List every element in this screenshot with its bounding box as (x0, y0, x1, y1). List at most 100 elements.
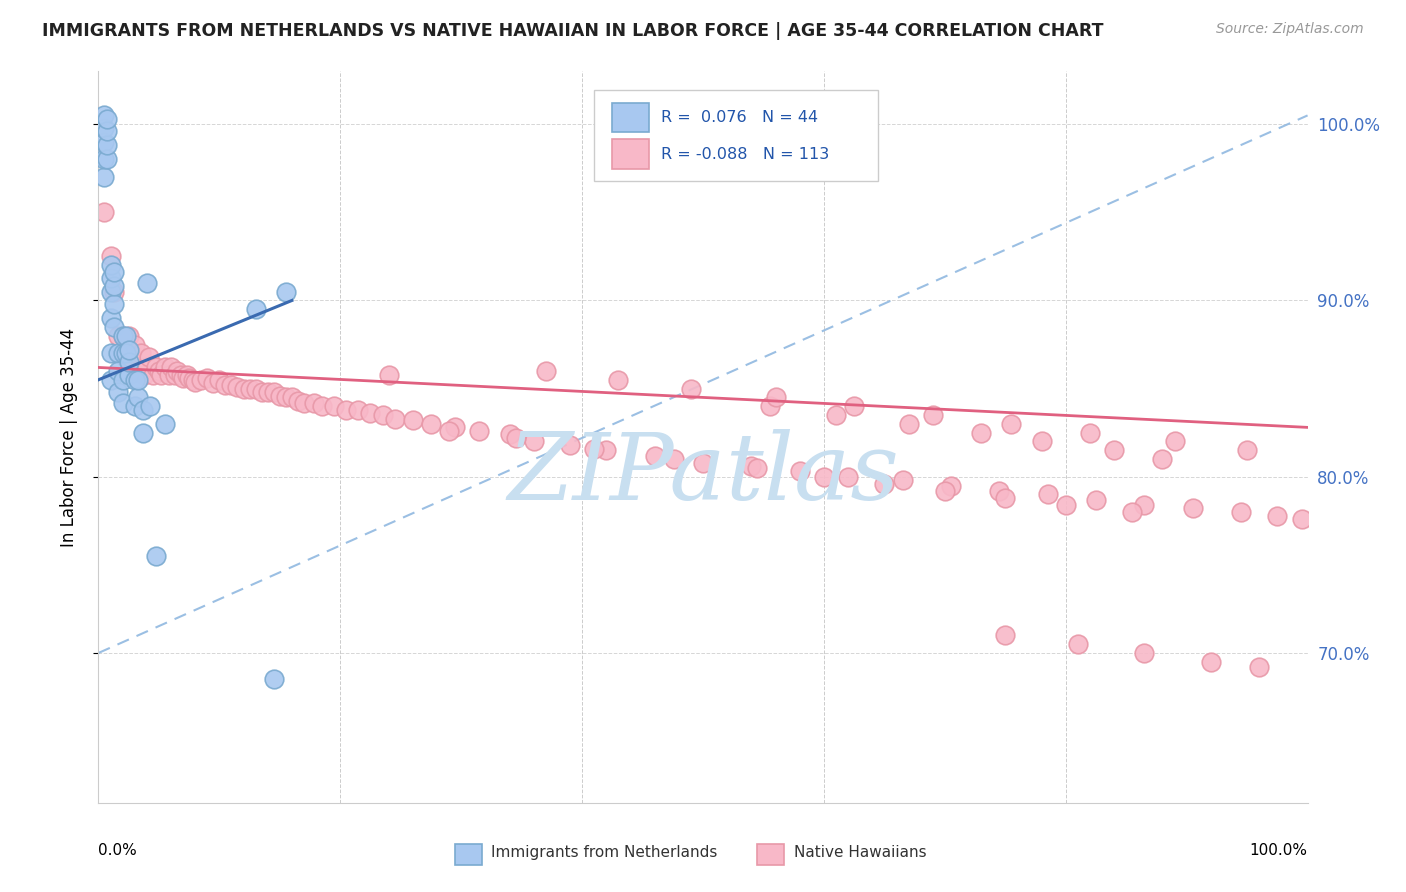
Point (100, 311, 122, 326)
Point (195, 371, 218, 385)
Point (127, 364, 149, 378)
Point (939, 478, 962, 492)
Point (994, 628, 1017, 642)
Point (360, 406, 382, 420)
Point (111, 346, 134, 360)
Point (292, 395, 315, 409)
Point (145, 549, 167, 563)
Point (371, 408, 394, 422)
Point (1085, 492, 1108, 507)
Point (287, 393, 309, 408)
Point (100, 285, 122, 299)
Point (1031, 434, 1053, 449)
Point (1291, 512, 1313, 526)
Point (263, 385, 285, 400)
Point (179, 371, 201, 385)
Point (118, 355, 141, 369)
Point (347, 402, 370, 417)
Point (103, 297, 125, 311)
Point (127, 391, 149, 405)
Point (873, 476, 896, 491)
Point (765, 391, 787, 405)
Point (100, 346, 122, 360)
Y-axis label: In Labor Force | Age 35-44: In Labor Force | Age 35-44 (59, 327, 77, 547)
Point (145, 360, 167, 375)
Point (844, 399, 866, 413)
Text: Native Hawaiians: Native Hawaiians (793, 845, 927, 860)
Point (891, 473, 914, 487)
Point (93, 153, 115, 167)
Point (1054, 498, 1077, 512)
Point (93, 120, 115, 135)
Point (281, 391, 304, 405)
Point (1133, 646, 1156, 660)
Point (93, 108, 115, 122)
Point (118, 328, 141, 343)
Point (190, 373, 212, 387)
Point (181, 373, 204, 387)
Point (595, 443, 617, 458)
Point (114, 350, 136, 364)
Point (96, 138, 118, 153)
Point (420, 417, 443, 431)
Point (1000, 417, 1022, 431)
Point (534, 364, 557, 378)
Text: Immigrants from Netherlands: Immigrants from Netherlands (492, 845, 718, 860)
FancyBboxPatch shape (595, 90, 879, 181)
Point (1152, 452, 1174, 467)
Point (1230, 505, 1253, 519)
Point (250, 385, 273, 400)
Point (274, 285, 297, 299)
Point (163, 368, 186, 382)
Point (142, 368, 165, 382)
Point (1267, 508, 1289, 523)
Point (103, 265, 125, 279)
Point (100, 249, 122, 263)
Text: 100.0%: 100.0% (1250, 843, 1308, 858)
Bar (456, 845, 482, 865)
Point (269, 389, 291, 403)
Point (679, 382, 702, 396)
Point (644, 449, 666, 463)
Point (118, 368, 141, 382)
Point (135, 276, 157, 290)
Point (160, 360, 183, 375)
Point (100, 258, 122, 272)
Point (1121, 505, 1143, 519)
Point (274, 391, 297, 405)
Point (1181, 501, 1204, 516)
Point (825, 408, 848, 422)
Point (1036, 487, 1059, 501)
Point (921, 408, 943, 422)
Point (107, 328, 129, 343)
Point (202, 376, 225, 391)
Point (934, 483, 956, 498)
Text: IMMIGRANTS FROM NETHERLANDS VS NATIVE HAWAIIAN IN LABOR FORCE | AGE 35-44 CORREL: IMMIGRANTS FROM NETHERLANDS VS NATIVE HA… (42, 22, 1104, 40)
Point (100, 373, 122, 387)
Point (153, 417, 176, 431)
Point (1067, 637, 1090, 651)
Point (1078, 425, 1101, 440)
Point (214, 378, 236, 392)
Bar (613, 103, 648, 132)
Point (153, 360, 176, 375)
Point (172, 371, 194, 385)
Point (256, 385, 278, 400)
Point (118, 343, 141, 357)
Point (96, 112, 118, 126)
Point (402, 413, 425, 427)
Point (758, 399, 780, 413)
Point (437, 424, 460, 438)
Point (1163, 434, 1185, 449)
Point (169, 368, 191, 382)
Point (311, 399, 333, 413)
Point (166, 364, 188, 378)
Point (124, 373, 146, 387)
Point (124, 337, 146, 351)
Point (139, 399, 162, 413)
Point (111, 395, 134, 409)
Point (245, 382, 267, 396)
Point (302, 395, 325, 409)
Point (837, 469, 859, 483)
Point (93, 135, 115, 149)
